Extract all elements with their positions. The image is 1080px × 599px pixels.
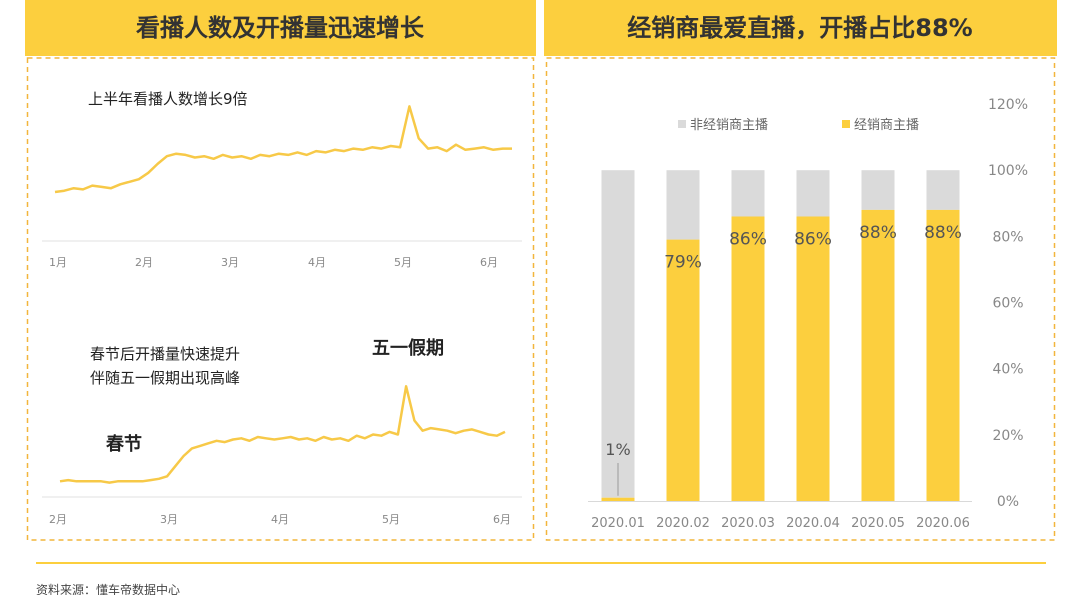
x-axis-category-label: 2020.01 (591, 516, 645, 531)
mayday-holiday-label: 五一假期 (372, 337, 444, 359)
bar-value-label: 88% (859, 223, 897, 243)
viewers-series-line (54, 105, 512, 194)
legend-label-dealer: 经销商主播 (854, 118, 919, 133)
y-axis-tick-label: 80% (992, 229, 1023, 245)
left-title-bar (25, 0, 536, 56)
y-axis-tick-label: 60% (992, 296, 1023, 312)
x-axis-category-label: 2020.05 (851, 516, 905, 531)
broadcasts-month-tick: 6月 (493, 513, 511, 526)
broadcasts-series-line (59, 385, 506, 484)
bar-value-label: 86% (794, 230, 832, 250)
bar-segment-non-dealer (926, 170, 960, 210)
viewers-month-tick: 6月 (480, 256, 498, 269)
y-axis-tick-label: 120% (988, 97, 1028, 113)
bar-segment-dealer (796, 216, 830, 501)
viewers-month-tick: 5月 (394, 256, 412, 269)
x-axis-category-label: 2020.06 (916, 516, 970, 531)
bar-segment-dealer (601, 497, 635, 501)
x-axis-category-label: 2020.04 (786, 516, 840, 531)
bar-value-label: 86% (729, 230, 767, 250)
legend-label-non-dealer: 非经销商主播 (690, 118, 768, 133)
viewers-annotation: 上半年看播人数增长9倍 (88, 90, 248, 108)
broadcasts-month-tick: 4月 (271, 513, 289, 526)
bar-value-label: 1% (605, 440, 630, 459)
broadcasts-month-tick: 2月 (49, 513, 67, 526)
left-dashed-frame (26, 57, 535, 541)
y-axis-tick-label: 0% (997, 494, 1019, 510)
bar-segment-non-dealer (601, 170, 635, 498)
source-note: 资料来源：懂车帝数据中心 (36, 582, 180, 595)
right-title-bar (544, 0, 1057, 56)
right-dashed-frame (545, 57, 1056, 541)
right-panel-title: 经销商最爱直播，开播占比88% (627, 14, 972, 42)
viewers-month-tick: 3月 (221, 256, 239, 269)
broadcasts-annotation-line1: 春节后开播量快速提升 (90, 345, 240, 363)
bar-segment-dealer (926, 209, 960, 501)
viewers-line-chart: 上半年看播人数增长9倍 1月 2月 3月 4月 5月 6月 (42, 90, 522, 269)
bar-segment-non-dealer (796, 170, 830, 217)
bar-segment-non-dealer (666, 170, 700, 240)
y-axis-tick-label: 20% (992, 428, 1023, 444)
left-panel: 看播人数及开播量迅速增长 上半年看播人数增长9倍 1月 2月 3月 4月 5月 … (25, 0, 536, 541)
broadcasts-month-tick: 3月 (160, 513, 178, 526)
y-axis-tick-label: 40% (992, 362, 1023, 378)
bar-segment-dealer (731, 216, 765, 501)
bar-segment-dealer (666, 239, 700, 501)
y-axis-tick-label: 100% (988, 163, 1028, 179)
chart-legend: 非经销商主播 经销商主播 (678, 118, 919, 133)
spring-festival-label: 春节 (106, 433, 142, 455)
stacked-bar-chart: 0% 20% 40% 60% 80% 100% 120% 2020.01 1% 2020.02 79… (588, 97, 1028, 531)
viewers-month-tick: 2月 (135, 256, 153, 269)
bar-value-label: 88% (924, 223, 962, 243)
left-panel-title: 看播人数及开播量迅速增长 (136, 14, 425, 42)
x-axis-category-label: 2020.03 (721, 516, 775, 531)
broadcasts-annotation-line2: 伴随五一假期出现高峰 (90, 369, 240, 387)
legend-swatch-non-dealer (678, 120, 686, 128)
bar-segment-non-dealer (861, 170, 895, 210)
bar-value-label: 79% (664, 253, 702, 273)
legend-swatch-dealer (842, 120, 850, 128)
broadcasts-line-chart: 春节后开播量快速提升 伴随五一假期出现高峰 五一假期 春节 2月 3月 4月 5… (42, 337, 522, 526)
broadcasts-month-tick: 5月 (382, 513, 400, 526)
viewers-month-tick: 1月 (49, 256, 67, 269)
bar-segment-non-dealer (731, 170, 765, 217)
x-axis-category-label: 2020.02 (656, 516, 710, 531)
bar-segment-dealer (861, 209, 895, 501)
right-panel: 经销商最爱直播，开播占比88% 非经销商主播 经销商主播 0% 20% 40% 60%… (544, 0, 1057, 541)
viewers-month-tick: 4月 (308, 256, 326, 269)
